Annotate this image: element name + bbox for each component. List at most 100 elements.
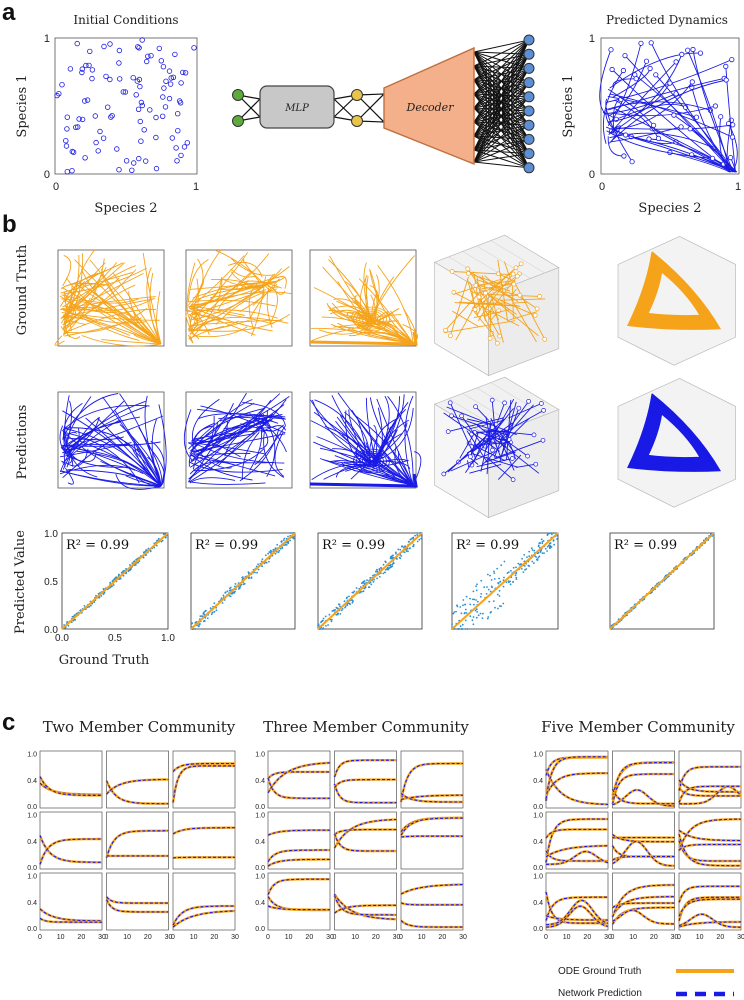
parity-point <box>505 581 508 584</box>
c-xtick: 30 <box>604 934 612 941</box>
parity-point <box>322 617 325 620</box>
trajectory <box>607 93 677 114</box>
3d-box-frame <box>617 236 736 366</box>
parity-point <box>378 568 381 570</box>
flow-line <box>484 451 516 463</box>
flow-line <box>64 396 92 455</box>
output-node <box>523 62 535 74</box>
trajectory-start <box>729 134 736 140</box>
flow-line <box>368 396 400 465</box>
r2-label: R² = 0.99 <box>322 538 385 553</box>
pd-ytick-1: 1 <box>589 33 595 45</box>
network-edge <box>473 68 530 163</box>
prediction-curve <box>267 762 331 794</box>
ic-ytick-0: 0 <box>44 169 50 181</box>
flow-line <box>190 443 232 469</box>
flow-line <box>331 302 414 344</box>
parity-point <box>541 542 544 545</box>
parity-point <box>411 537 414 540</box>
prediction-curve <box>400 794 463 801</box>
parity-point <box>556 538 558 540</box>
parity-point <box>215 609 218 612</box>
initial-condition-point <box>107 76 113 83</box>
parity-point <box>324 615 327 618</box>
parity-point <box>359 586 362 588</box>
initial-condition-point <box>95 148 101 154</box>
initial-condition-point <box>153 134 159 141</box>
parity-point <box>541 540 544 543</box>
parity-point <box>98 596 101 599</box>
parity-point <box>493 572 496 574</box>
parity-point <box>472 616 475 618</box>
prediction-curve <box>106 896 169 904</box>
parity-point <box>339 605 341 608</box>
trajectory-start <box>473 404 478 410</box>
parity-point <box>549 542 552 544</box>
parity-point <box>229 595 232 598</box>
parity-point <box>274 547 277 550</box>
parity-point <box>352 600 354 603</box>
prediction-curve <box>267 849 330 863</box>
prediction-curve <box>678 829 741 842</box>
flow-line <box>249 428 263 471</box>
flow-line <box>218 276 286 290</box>
parity-point <box>497 607 499 610</box>
flow-line <box>515 463 536 468</box>
trajectory-start <box>542 336 548 342</box>
trajectory-start <box>468 454 473 460</box>
flow-line <box>466 410 544 454</box>
initial-condition-point <box>177 100 184 106</box>
flow-line <box>461 415 485 449</box>
parity-point <box>531 549 534 551</box>
parity-point <box>489 611 492 614</box>
parity-point <box>335 613 338 616</box>
initial-condition-point <box>93 139 99 146</box>
flow-line <box>64 317 142 337</box>
panel-c-label: c <box>2 709 15 736</box>
parity-point <box>257 568 260 571</box>
initial-condition-point <box>97 128 103 135</box>
parity-point <box>520 568 523 570</box>
network-edge <box>473 82 530 163</box>
initial-condition-point <box>153 165 160 172</box>
parity-point <box>500 605 502 608</box>
parity-point <box>345 597 348 600</box>
initial-condition-point <box>162 104 169 110</box>
parity-point <box>88 605 91 608</box>
flow-line <box>471 273 520 312</box>
network-edge <box>473 39 530 109</box>
3d-box-frame <box>617 378 736 508</box>
initial-condition-point <box>182 70 189 76</box>
cube-grid <box>462 393 517 427</box>
prediction-curve <box>267 829 330 836</box>
parity-point <box>552 540 555 542</box>
parity-point <box>547 544 550 547</box>
flow-line <box>64 320 71 338</box>
scatter-xtick: 0.0 <box>55 633 69 644</box>
prediction-curve <box>678 818 741 851</box>
flow-line <box>62 253 84 336</box>
flow-line <box>191 398 220 443</box>
prediction-curve <box>678 785 741 803</box>
initial-condition-point <box>130 74 136 81</box>
parity-point <box>264 554 267 557</box>
pd-xtick-1: 1 <box>735 181 741 193</box>
network-edge <box>473 153 530 163</box>
c-ytick: 0.4 <box>533 839 543 846</box>
c-xtick: 0 <box>611 934 615 941</box>
c-ytick: 1.0 <box>27 874 37 881</box>
parity-point <box>476 583 478 586</box>
time-series-frame <box>106 811 169 870</box>
flow-line <box>326 303 372 324</box>
trajectory-start <box>638 40 644 46</box>
initial-condition-point <box>160 63 167 70</box>
flow-line <box>476 278 511 292</box>
network-edge <box>473 39 530 81</box>
flow-line <box>477 284 497 291</box>
trajectory-start <box>441 471 447 477</box>
prediction-curve <box>334 818 397 849</box>
flow-line <box>63 269 107 303</box>
parity-point <box>160 540 163 543</box>
c-xtick: 0 <box>38 934 42 941</box>
trajectory <box>606 101 711 111</box>
